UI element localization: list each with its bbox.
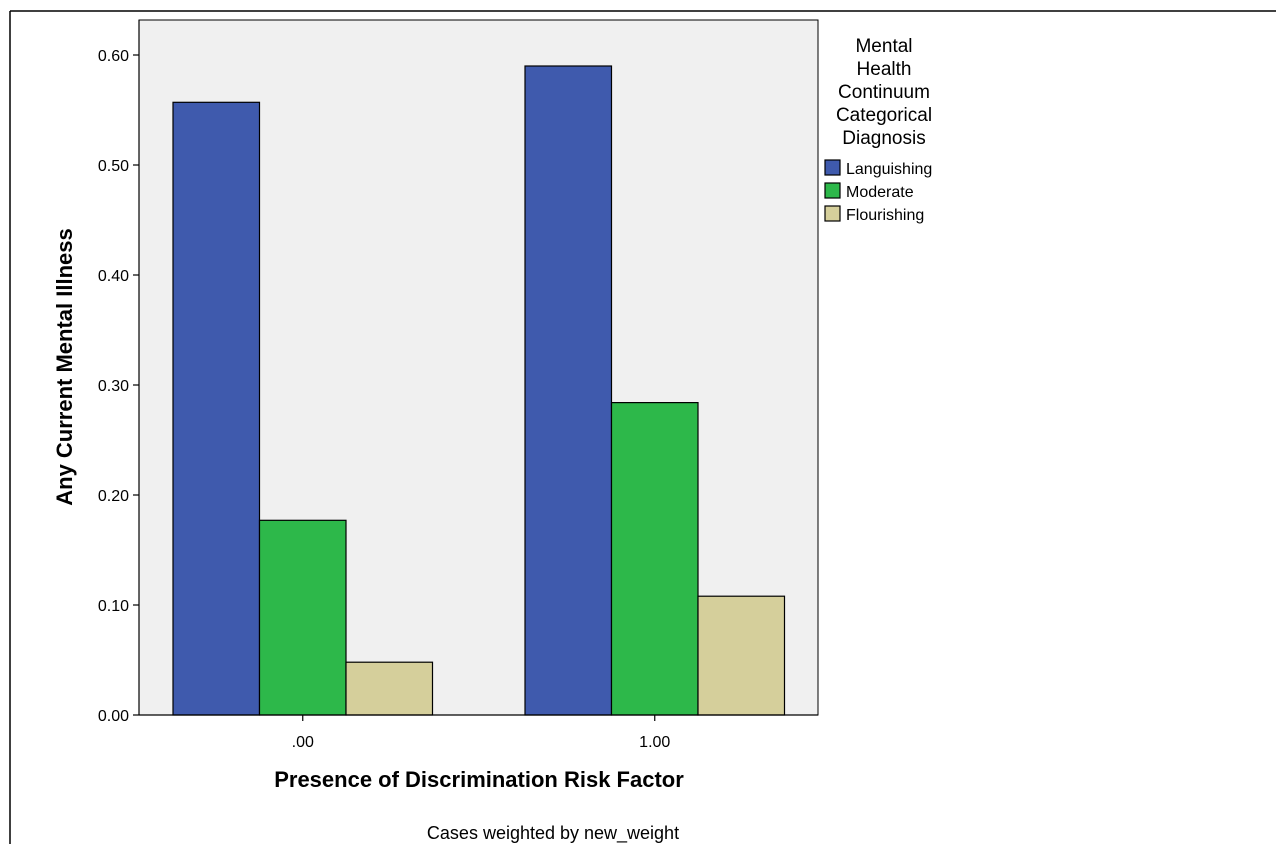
legend-label-flourishing: Flourishing (846, 207, 924, 224)
legend-title-line: Categorical (836, 105, 932, 126)
legend-title-line: Continuum (838, 82, 930, 103)
bar-flourishing-1 (697, 595, 786, 716)
y-tick-label: 0.60 (98, 48, 129, 65)
y-tick-label: 0.10 (98, 598, 129, 615)
y-tick-label: 0.30 (98, 378, 129, 395)
bar-moderate-1 (610, 402, 699, 716)
y-axis: 0.00 0.10 0.20 0.30 0.40 0.50 0.60 (98, 20, 140, 725)
x-axis-title: Presence of Discrimination Risk Factor (274, 767, 684, 792)
bars-group (172, 65, 786, 716)
legend-title-line: Diagnosis (842, 128, 925, 149)
footnote: Cases weighted by new_weight (427, 823, 679, 844)
legend: MentalHealthContinuumCategoricalDiagnosi… (824, 36, 932, 224)
legend-label-languishing: Languishing (846, 161, 932, 178)
x-tick-label: 1.00 (639, 734, 670, 751)
legend-label-moderate: Moderate (846, 184, 914, 201)
bar-languishing-0 (172, 101, 261, 716)
legend-swatch-moderate (824, 182, 841, 199)
bar-languishing-1 (524, 65, 613, 716)
y-tick-label: 0.00 (98, 708, 129, 725)
x-axis: .00 1.00 (139, 714, 818, 751)
legend-title-line: Health (857, 59, 912, 80)
x-tick-label: .00 (292, 734, 314, 751)
y-axis-title: Any Current Mental Illness (52, 228, 77, 506)
y-tick-label: 0.40 (98, 268, 129, 285)
bar-flourishing-0 (345, 661, 434, 716)
bar-moderate-0 (258, 519, 347, 716)
y-tick-label: 0.50 (98, 158, 129, 175)
y-tick-label: 0.20 (98, 488, 129, 505)
legend-swatch-languishing (824, 159, 841, 176)
legend-swatch-flourishing (824, 205, 841, 222)
legend-title-line: Mental (855, 36, 912, 57)
